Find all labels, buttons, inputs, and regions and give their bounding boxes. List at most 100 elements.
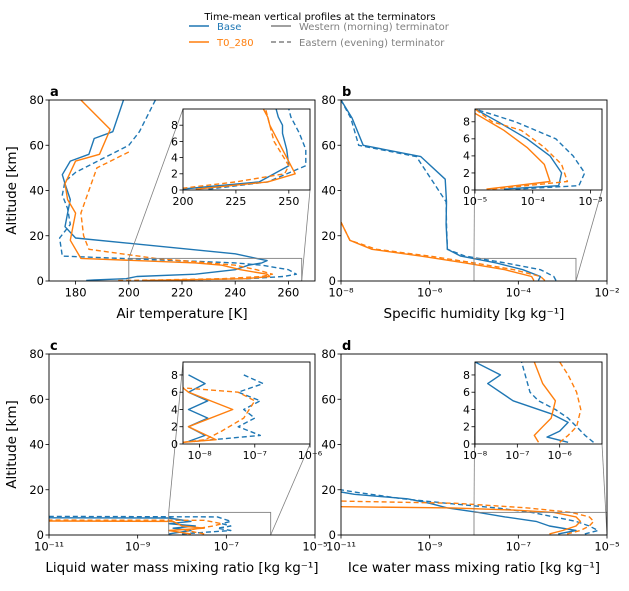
panel-b-series-group [341,100,557,281]
panel-a-ytick-label-2: 40 [29,184,44,198]
panel-b-ytick-label-2: 40 [321,184,336,198]
panel-b-xtick-label-3: 10⁻² [594,286,619,300]
panel-b-inset-series-base-eastern [475,109,586,190]
panel-b-inset-series-group [475,109,586,190]
panel-c-inset-ytick-label-0: 0 [171,438,178,451]
panel-b-series-base-eastern [341,100,557,281]
figure-title: Time-mean vertical profiles at the termi… [203,12,435,23]
legend-label-0: Base [217,22,241,33]
panel-b-letter: b [342,85,351,100]
panel-a-inset-ytick-label-0: 0 [171,184,178,197]
panel-c-series-base-eastern [49,515,232,535]
panel-b-xtick-label-2: 10⁻⁴ [506,286,532,300]
panel-c-inset-xtick-label-1: 10⁻⁷ [243,449,267,462]
panel-a-xtick-label-1: 200 [118,286,140,300]
panel-b-ytick-label-0: 0 [329,274,336,288]
panel-d-xtick-label-2: 10⁻⁷ [506,540,532,554]
panel-d-inset-xtick-label-0: 10⁻⁸ [463,449,488,462]
panel-c-inset-series-t0_280-western [183,387,234,443]
panel-d-inset-ytick-label-3: 6 [463,386,470,399]
panel-a-ytick-label-3: 60 [29,138,44,152]
panel-c-series-t0_280-western [49,520,205,535]
panel-a-zoom-connector-left [128,108,184,259]
panel-a-xtick-label-3: 240 [224,286,246,300]
panel-d-inset-ytick-label-0: 0 [463,438,470,451]
panel-d-series-base-western [341,491,577,535]
legend-label-2: Western (morning) terminator [299,22,450,33]
panel-a-xlabel: Air temperature [K] [116,306,247,322]
panel-a-inset-ytick-label-1: 2 [171,168,178,181]
panel-d-inset-frame [474,361,603,445]
panel-a-inset-ytick-label-4: 8 [171,119,178,132]
panel-b-inset-xtick-label-1: 10⁻⁴ [521,195,546,208]
panel-c-ytick-label-1: 20 [29,483,44,497]
panel-c-zoom-connector-right [270,443,311,536]
panel-b-inset-xtick-label-0: 10⁻⁵ [463,195,487,208]
panel-b-inset-series-base-western [475,109,563,190]
panel-a-xtick-label-2: 220 [171,286,193,300]
panel-b-xlabel: Specific humidity [kg kg⁻¹] [384,306,565,322]
panel-d-series-group [341,489,599,535]
panel-c-series-t0_280-eastern [49,519,223,535]
panel-d-inset-series-t0_280-eastern [559,362,582,443]
panel-c-inset-xtick-label-2: 10⁻⁶ [298,449,323,462]
panel-b-inset-ytick-label-0: 0 [463,184,470,197]
panel-b-xtick-label-1: 10⁻⁶ [417,286,443,300]
panel-d-ytick-label-4: 80 [321,347,336,361]
panel-c-inset-series-group [183,374,264,443]
panel-c-inset-series-t0_280-eastern [183,387,256,443]
panel-d-ytick-label-1: 20 [321,483,336,497]
panel-b-frame [340,99,608,282]
panel-a-series-t0_280-eastern [80,151,274,281]
panel-a-series-group [58,100,298,281]
panel-b-series-t0_280-western [341,221,535,281]
legend-label-1: T0_280 [216,38,254,49]
panel-d-xlabel: Ice water mass mixing ratio [kg kg⁻¹] [348,560,600,576]
panel-a-inset-xtick-label-1: 225 [225,195,246,208]
panel-b-zoom-connector-right [575,189,603,282]
panel-a-letter: a [50,85,59,100]
panel-d-inset-series-t0_280-western [533,362,557,443]
panel-c-xtick-label-1: 10⁻⁹ [125,540,151,554]
panel-b-inset-ytick-label-4: 8 [463,116,470,129]
panel-a-ytick-label-0: 0 [37,274,44,288]
panel-a-inset-series-t0_280-eastern [183,109,290,189]
panel-c-ylabel: Altitude [km] [4,400,20,489]
panel-b-ytick-label-1: 20 [321,229,336,243]
panel-b-inset-series-t0_280-eastern [475,109,569,190]
panel-b-ytick-label-3: 60 [321,138,336,152]
panel-d-letter: d [342,339,351,354]
panel-c-letter: c [50,339,58,354]
panel-a-ylabel: Altitude [km] [4,146,20,235]
panel-d-inset-xtick-label-2: 10⁻⁶ [548,449,573,462]
legend-label-3: Eastern (evening) terminator [299,38,445,49]
panel-d-inset-ytick-label-1: 2 [463,421,470,434]
panel-c-inset-frame [182,361,311,445]
panel-c-series-group [49,515,232,535]
panel-a-inset: 200 225 250 0 2 4 6 8 [171,108,311,208]
panel-d-xtick-label-0: 10⁻¹¹ [326,540,356,554]
panel-b-series-t0_280-eastern [341,221,546,281]
panel-a-ytick-label-4: 80 [29,93,44,107]
panel-b-inset-ytick-label-2: 4 [463,150,470,163]
panel-b-inset: 10⁻⁵ 10⁻⁴ 10⁻³ 0 2 4 6 8 [463,108,603,208]
panel-a-inset-background [183,109,310,190]
panel-d-zoom-connector-right [601,443,608,536]
panel-d-ytick-label-2: 40 [321,438,336,452]
panel-c-ytick-label-2: 40 [29,438,44,452]
panel-d-xtick-label-3: 10⁻⁵ [594,540,620,554]
panel-c-inset-series-base-eastern [193,374,264,443]
panel-d-zoom-box [473,511,608,536]
legend: Base T0_280 Western (morning) terminator Ea… [189,22,450,49]
panel-c-inset-ytick-label-3: 6 [171,386,178,399]
panel-a-inset-series-base-eastern [208,109,307,190]
panel-a-inset-ytick-label-2: 4 [171,151,178,164]
panel-c-ytick-label-0: 0 [37,528,44,542]
panel-c-zoom-connector-left [168,361,184,513]
panel-c-xtick-label-0: 10⁻¹¹ [34,540,64,554]
panel-a-frame [48,99,316,282]
panel-c-ytick-label-4: 80 [29,347,44,361]
panel-d-inset-ytick-label-4: 8 [463,369,470,382]
